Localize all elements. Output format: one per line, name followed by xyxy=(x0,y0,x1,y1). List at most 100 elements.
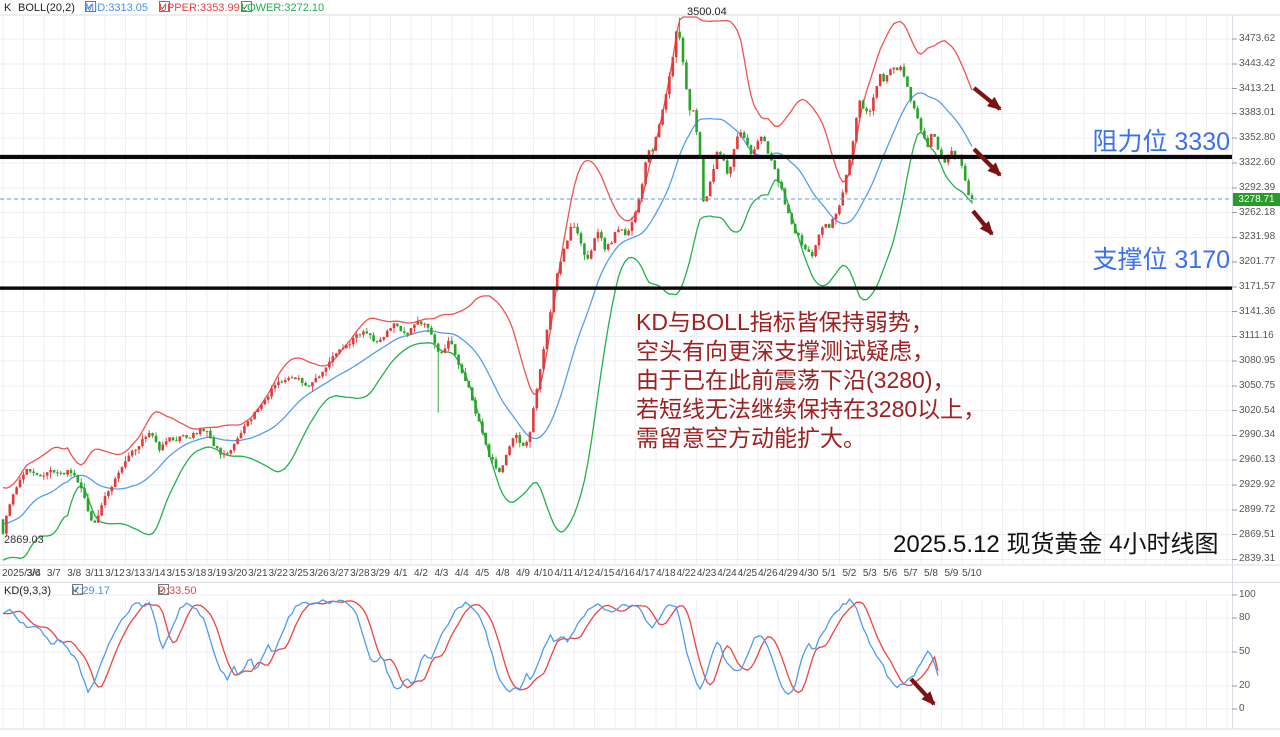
y-axis-label: 2929.92 xyxy=(1239,479,1276,490)
boll-indicator-label: BOLL(20,2) xyxy=(18,2,75,14)
x-axis-label: 3/22 xyxy=(268,568,288,579)
kd-axis-label: 0 xyxy=(1239,703,1245,714)
note-line: 空头有向更深支撑测试疑虑， xyxy=(636,338,935,364)
x-axis-label: 4/29 xyxy=(778,568,798,579)
panel-borders xyxy=(0,14,1280,730)
level-lines xyxy=(0,154,1232,290)
x-axis-label: 4/17 xyxy=(635,568,656,579)
chart-caption: 2025.5.12 现货黄金 4小时线图 xyxy=(893,531,1219,558)
x-axis-label: 3/20 xyxy=(227,568,248,579)
x-axis-label: 4/4 xyxy=(454,568,469,579)
x-axis-label: 4/24 xyxy=(717,568,737,579)
x-axis-label: 4/8 xyxy=(495,568,510,579)
x-axis-label: 3/13 xyxy=(125,568,146,579)
x-axis-label: 5/10 xyxy=(962,568,982,579)
upper-checkbox-icon[interactable] xyxy=(159,0,170,14)
y-axis-label: 3262.18 xyxy=(1239,206,1276,218)
x-axis-label: 5/6 xyxy=(883,568,898,579)
boll-lower-line xyxy=(2,130,973,561)
resistance-line xyxy=(0,154,1232,160)
note-line: 由于已在此前震荡下沿(3280)， xyxy=(636,367,956,393)
y-axis-label: 3020.54 xyxy=(1239,404,1276,416)
mid-checkbox-icon[interactable] xyxy=(85,0,96,14)
trend-arrows xyxy=(909,86,1002,706)
x-axis-label: 3/12 xyxy=(105,568,125,579)
kd-axis-label: 100 xyxy=(1239,589,1256,600)
x-axis-label: 3/7 xyxy=(46,568,61,579)
y-axis-label: 3383.01 xyxy=(1239,107,1276,119)
support-line xyxy=(0,286,1232,290)
y-axis-label: 3111.16 xyxy=(1239,330,1274,342)
x-axis-label: 4/22 xyxy=(676,568,696,579)
y-axis-label: 3413.21 xyxy=(1239,82,1276,94)
x-axis-label: 4/18 xyxy=(656,568,676,579)
x-axis-label: 4/5 xyxy=(475,568,490,579)
note-line: 需留意空方动能扩大。 xyxy=(636,425,866,451)
y-axis-label: 3352.80 xyxy=(1239,132,1276,144)
k-line xyxy=(2,598,939,696)
y-axis-label: 2990.34 xyxy=(1239,429,1276,441)
y-axis-label: 3322.60 xyxy=(1239,157,1276,168)
x-axis-label: 3/14 xyxy=(146,568,166,579)
y-axis-label: 3443.42 xyxy=(1239,57,1276,69)
low-price-label: 2869.03 xyxy=(4,534,44,546)
x-axis-label: 3/29 xyxy=(370,568,390,579)
x-axis-label: 3/21 xyxy=(248,568,268,579)
x-axis-label: 5/1 xyxy=(822,568,836,579)
x-axis-label: 4/1 xyxy=(393,568,408,579)
x-axis-label: 4/16 xyxy=(615,568,635,579)
boll-mid-line xyxy=(2,92,973,525)
x-axis-label: 5/8 xyxy=(924,568,938,579)
x-axis-label: 2025/3/4 xyxy=(2,568,41,579)
x-axis-label: 4/15 xyxy=(594,568,615,579)
x-axis-label: 5/3 xyxy=(862,568,877,579)
down-arrow-icon xyxy=(972,147,1002,177)
grid xyxy=(0,16,1232,728)
x-axis-label: 4/9 xyxy=(516,568,530,579)
kd-panel xyxy=(2,598,939,696)
x-axis-label: 5/9 xyxy=(944,568,959,579)
y-axis-label: 2960.13 xyxy=(1239,454,1276,466)
x-axis-label: 5/2 xyxy=(842,568,857,579)
y-axis-label: 2839.31 xyxy=(1239,553,1276,565)
y-axis-label: 3080.95 xyxy=(1239,355,1276,367)
kd-indicator-label: KD(9,3,3) xyxy=(4,585,52,597)
boll-upper-value: UPPER:3353.99 xyxy=(159,2,240,14)
x-axis-label: 3/15 xyxy=(166,568,186,579)
down-arrow-icon xyxy=(971,209,994,236)
candles xyxy=(1,17,974,537)
y-axis-label: 3050.75 xyxy=(1239,379,1276,391)
d-line xyxy=(3,600,939,694)
x-axis-label: 4/26 xyxy=(758,568,778,579)
kd-axis-label: 50 xyxy=(1239,646,1251,657)
kd-axis-label: 20 xyxy=(1239,680,1251,692)
k-checkbox-icon[interactable] xyxy=(72,583,83,597)
x-axis-label: 4/2 xyxy=(414,568,428,579)
y-axis-label: 3141.36 xyxy=(1239,305,1276,317)
down-arrow-icon xyxy=(909,677,936,706)
x-axis-label: 3/26 xyxy=(309,568,329,579)
x-axis-label: 3/19 xyxy=(207,568,227,579)
x-axis-label: 5/7 xyxy=(903,568,918,579)
x-axis-label: 4/10 xyxy=(533,568,554,579)
current-price-tag: 3278.71 xyxy=(1233,193,1280,206)
x-axis-label: 3/6 xyxy=(26,568,41,579)
x-axis-label: 4/23 xyxy=(696,568,717,579)
d-checkbox-icon[interactable] xyxy=(158,583,169,597)
lower-checkbox-icon[interactable] xyxy=(241,0,252,14)
x-axis-label: 4/12 xyxy=(574,568,594,579)
resistance-label: 阻力位 3330 xyxy=(1092,128,1230,156)
y-axis-label: 3231.98 xyxy=(1239,231,1276,243)
kd-d-value: D:33.50 xyxy=(158,585,197,597)
support-label: 支撑位 3170 xyxy=(1092,246,1230,274)
kd-k-value: K:29.17 xyxy=(72,585,110,597)
x-axis-label: 3/25 xyxy=(288,568,309,579)
kd-axis-label: 80 xyxy=(1239,611,1251,623)
y-axis-label: 2899.72 xyxy=(1239,503,1276,515)
x-axis-label: 3/28 xyxy=(350,568,370,579)
k-period-label: K xyxy=(4,2,12,14)
x-axis-label: 3/18 xyxy=(186,568,207,579)
note-line: 若短线无法继续保持在3280以上， xyxy=(636,396,987,422)
